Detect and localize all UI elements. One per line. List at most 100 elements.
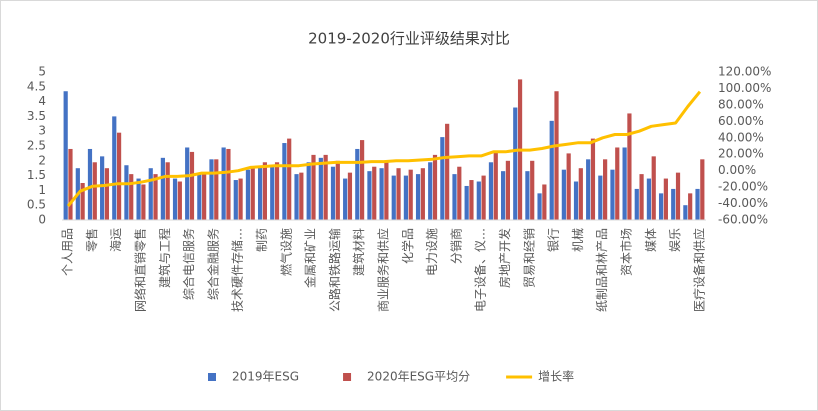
x-tick-label: 纸制品和林产品 — [595, 228, 609, 312]
x-tick-label: 资本市场 — [619, 228, 634, 276]
bar — [488, 162, 494, 220]
bar — [396, 168, 401, 220]
bar — [646, 178, 652, 220]
x-tick-label: 制药 — [255, 228, 269, 252]
bar — [311, 154, 316, 220]
bar — [202, 174, 207, 220]
bar — [343, 178, 348, 220]
growth-line — [66, 90, 702, 207]
y2-tick-label: 120.00% — [718, 65, 771, 79]
bar — [116, 132, 122, 220]
bar — [432, 154, 438, 220]
y2-tick-label: 0.00% — [718, 163, 756, 177]
bar — [622, 147, 627, 220]
bar — [627, 113, 632, 220]
bar — [172, 178, 178, 220]
bar — [233, 180, 238, 220]
bar — [671, 188, 676, 220]
bar — [245, 169, 251, 220]
bar — [197, 172, 202, 220]
bar — [408, 169, 413, 220]
legend-swatch — [343, 373, 352, 381]
bar — [469, 180, 474, 220]
y-tick-label: 1 — [38, 183, 46, 197]
bar — [221, 147, 226, 220]
x-tick-label: 医疗设备和供应 — [691, 228, 706, 312]
bar — [634, 188, 639, 220]
bar — [294, 174, 299, 220]
bar — [688, 193, 693, 220]
bar — [359, 140, 365, 220]
legend-label: 增长率 — [538, 369, 574, 384]
bar — [80, 183, 85, 220]
bar — [129, 174, 134, 220]
y2-tick-label: 20.00% — [718, 147, 764, 161]
y-tick-label: 2.5 — [27, 139, 46, 153]
bar — [695, 188, 700, 220]
bar — [270, 165, 275, 220]
bar — [530, 160, 535, 220]
bar — [148, 168, 153, 220]
x-tick-label: 建筑与工程 — [157, 228, 172, 288]
bar — [104, 168, 110, 220]
bar — [112, 116, 117, 220]
legend-label: 2019年ESG — [232, 370, 299, 384]
bar — [658, 193, 664, 220]
bar — [257, 166, 263, 220]
bar — [141, 184, 146, 220]
y2-tick-label: -60.00% — [718, 213, 768, 227]
y2-tick-label: -40.00% — [718, 196, 768, 210]
x-tick-label: 网络和直销零售 — [132, 228, 147, 312]
bar — [464, 185, 469, 220]
bar — [566, 153, 571, 220]
bar — [598, 175, 603, 220]
bar — [63, 91, 68, 221]
bar — [153, 174, 158, 220]
x-tick-label: 化学品 — [400, 228, 415, 264]
bar — [440, 137, 445, 220]
y-tick-label: 4 — [38, 94, 46, 108]
y2-tick-label: 100.00% — [718, 81, 771, 95]
bar — [403, 175, 409, 220]
bar — [610, 169, 615, 220]
chart-title: 2019-2020行业评级结果对比 — [308, 30, 510, 48]
bar — [476, 181, 481, 220]
bar — [226, 148, 231, 220]
y-tick-label: 2 — [38, 153, 46, 167]
y-tick-label: 0 — [38, 213, 46, 227]
bar — [573, 181, 579, 220]
bar — [335, 160, 340, 220]
x-tick-label: 个人用品 — [61, 228, 75, 276]
bar — [651, 156, 656, 220]
bar — [549, 120, 554, 220]
bar — [124, 165, 129, 220]
x-tick-label: 贸易和经销 — [522, 228, 536, 288]
bar — [185, 147, 190, 220]
x-tick-label: 银行 — [547, 228, 561, 252]
y-tick-label: 3.5 — [27, 109, 46, 123]
x-tick-label: 海运 — [108, 228, 123, 252]
bar — [318, 157, 323, 220]
x-tick-label: 分销商 — [448, 228, 463, 264]
bar — [238, 178, 243, 220]
y-tick-label: 4.5 — [27, 79, 46, 93]
x-tick-label: 综合金融服务 — [205, 228, 220, 300]
x-tick-label: 商业服务和供应 — [376, 228, 391, 312]
bar — [274, 162, 280, 220]
bar — [445, 123, 450, 220]
y-tick-label: 5 — [38, 65, 46, 79]
y2-tick-label: 60.00% — [718, 114, 764, 128]
x-tick-label: 电力设施 — [425, 228, 439, 276]
bar — [391, 175, 396, 220]
bar — [323, 154, 328, 220]
bar — [428, 162, 433, 220]
bar — [287, 138, 292, 220]
bar — [554, 91, 559, 221]
bar — [457, 166, 462, 220]
bar — [262, 162, 267, 220]
x-tick-label: 机械 — [570, 228, 585, 252]
y-tick-label: 1.5 — [27, 168, 46, 182]
x-tick-label: 金属和矿业 — [303, 228, 318, 288]
bar — [415, 174, 421, 220]
